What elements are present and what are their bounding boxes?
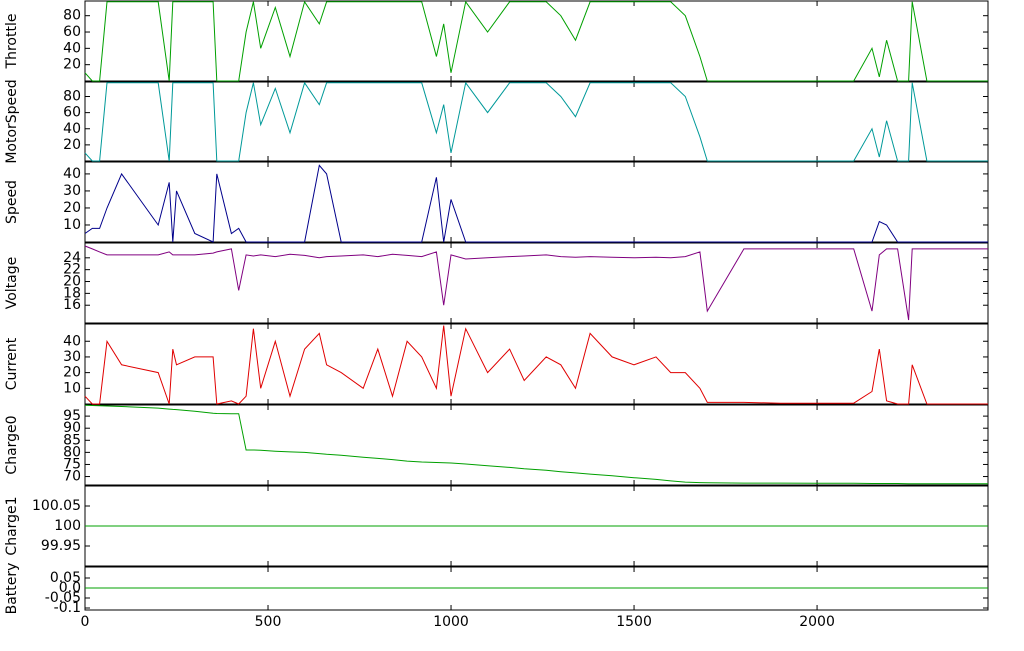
y-tick-label: -0.05 bbox=[45, 590, 81, 606]
y-tick-label: 0.05 bbox=[50, 570, 81, 586]
y-tick-label: 16 bbox=[63, 297, 81, 313]
y-tick-label: 20 bbox=[63, 365, 81, 381]
y-tick-label: 20 bbox=[63, 137, 81, 153]
y-tick-label: 40 bbox=[63, 40, 81, 56]
y-tick-label: 0.0 bbox=[59, 580, 81, 596]
panel-frame bbox=[84, 404, 989, 486]
series-line bbox=[84, 164, 988, 243]
y-tick-label: 40 bbox=[63, 333, 81, 349]
y-tick-label: 30 bbox=[63, 183, 81, 199]
y-tick-label: 40 bbox=[63, 121, 81, 137]
y-axis-label: Current bbox=[4, 337, 20, 390]
series-line bbox=[84, 404, 988, 485]
series-line bbox=[84, 325, 988, 405]
series-line bbox=[84, 245, 988, 321]
panel-frame bbox=[84, 323, 989, 405]
x-tick-label: 500 bbox=[255, 614, 282, 630]
y-tick-label: 80 bbox=[63, 444, 81, 460]
x-tick-label: 1500 bbox=[616, 614, 652, 630]
y-axis-label: MotorSpeed bbox=[4, 79, 20, 163]
y-tick-label: 10 bbox=[63, 380, 81, 396]
y-tick-label: 10 bbox=[63, 217, 81, 233]
y-tick-label: 22 bbox=[63, 262, 81, 278]
y-axis-label: Throttle bbox=[4, 14, 20, 70]
panel-frame bbox=[84, 0, 989, 82]
x-tick-label: 1000 bbox=[433, 614, 469, 630]
panel-frame bbox=[84, 161, 989, 243]
y-tick-label: 60 bbox=[63, 24, 81, 40]
y-tick-label: 70 bbox=[63, 469, 81, 485]
y-tick-label: 100 bbox=[54, 518, 81, 534]
y-tick-label: 24 bbox=[63, 250, 81, 266]
y-tick-label: 60 bbox=[63, 105, 81, 121]
y-tick-label: 90 bbox=[63, 420, 81, 436]
y-tick-label: 18 bbox=[63, 285, 81, 301]
panel-frame bbox=[84, 81, 989, 162]
y-tick-label: 40 bbox=[63, 166, 81, 182]
y-tick-label: 75 bbox=[63, 456, 81, 472]
y-tick-label: 80 bbox=[63, 89, 81, 105]
panel-frame bbox=[84, 242, 989, 324]
y-tick-label: 85 bbox=[63, 432, 81, 448]
y-axis-label: Charge1 bbox=[4, 496, 20, 555]
y-tick-label: 99.95 bbox=[41, 538, 81, 554]
y-tick-label: 20 bbox=[63, 274, 81, 290]
y-axis-label: Charge0 bbox=[4, 415, 20, 474]
y-tick-label: -0.1 bbox=[54, 600, 81, 616]
y-tick-label: 95 bbox=[63, 408, 81, 424]
x-tick-label: 0 bbox=[81, 614, 90, 630]
y-tick-label: 30 bbox=[63, 349, 81, 365]
y-axis-label: Voltage bbox=[4, 257, 20, 310]
y-tick-label: 20 bbox=[63, 57, 81, 73]
y-axis-label: Battery bbox=[4, 563, 20, 615]
series-line bbox=[84, 81, 988, 162]
y-tick-label: 100.05 bbox=[32, 498, 81, 514]
x-tick-label: 2000 bbox=[799, 614, 835, 630]
y-tick-label: 80 bbox=[63, 8, 81, 24]
y-tick-label: 20 bbox=[63, 200, 81, 216]
y-axis-label: Speed bbox=[4, 180, 20, 224]
series-line bbox=[84, 0, 988, 82]
